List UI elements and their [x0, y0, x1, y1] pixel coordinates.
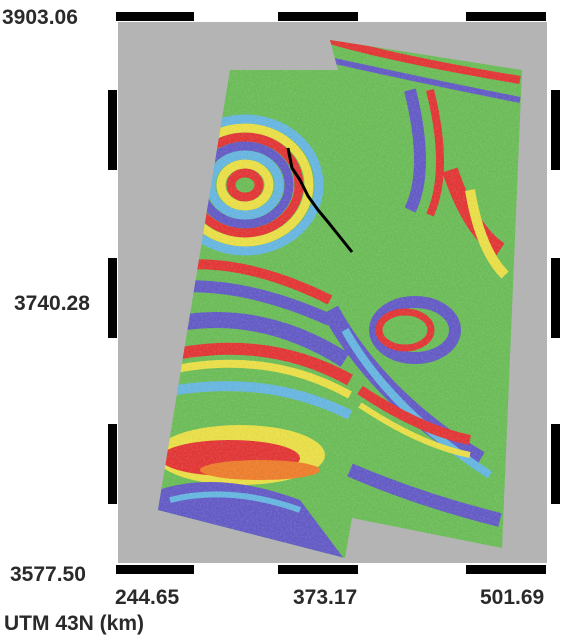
x-tick-label-right: 501.69 — [480, 586, 545, 609]
x-tick-label-middle: 373.17 — [293, 586, 358, 609]
y-tick-label-bottom: 3577.50 — [10, 563, 86, 586]
frame-ticks — [108, 12, 560, 574]
y-tick-label-middle: 3740.28 — [14, 292, 90, 315]
y-tick-label-top: 3903.06 — [2, 6, 78, 29]
fault-trace — [286, 147, 354, 253]
x-tick-label-left: 244.65 — [115, 586, 180, 609]
projection-label: UTM 43N (km) — [4, 612, 145, 635]
